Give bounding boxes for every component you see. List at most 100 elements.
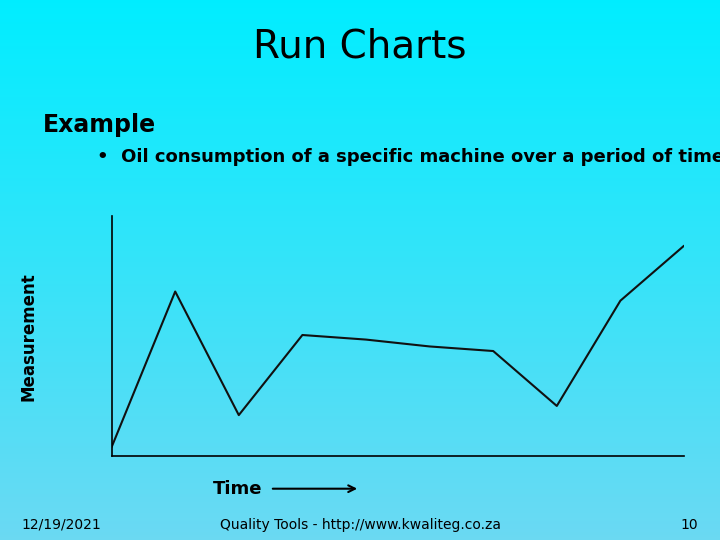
Bar: [0, 319, 720, 321]
Bar: [0, 205, 720, 208]
Bar: [0, 470, 720, 472]
Bar: [0, 292, 720, 294]
Bar: [0, 135, 720, 138]
Bar: [0, 362, 720, 364]
Bar: [0, 68, 720, 70]
Bar: [0, 243, 720, 246]
Bar: [0, 57, 720, 59]
Bar: [0, 202, 720, 205]
Bar: [0, 489, 720, 491]
Bar: [0, 251, 720, 254]
Bar: [0, 86, 720, 89]
Bar: [0, 351, 720, 354]
Bar: [0, 219, 720, 221]
Bar: [0, 221, 720, 224]
Bar: [0, 157, 720, 159]
Bar: [0, 105, 720, 108]
Bar: [0, 5, 720, 8]
Bar: [0, 529, 720, 532]
Bar: [0, 532, 720, 535]
Bar: [0, 494, 720, 497]
Bar: [0, 375, 720, 378]
Bar: [0, 32, 720, 35]
Bar: [0, 459, 720, 462]
Bar: [0, 402, 720, 405]
Bar: [0, 281, 720, 284]
Bar: [0, 294, 720, 297]
Bar: [0, 464, 720, 467]
Bar: [0, 38, 720, 40]
Bar: [0, 165, 720, 167]
Bar: [0, 81, 720, 84]
Bar: [0, 100, 720, 103]
Bar: [0, 140, 720, 143]
Text: Measurement: Measurement: [19, 272, 38, 401]
Bar: [0, 413, 720, 416]
Bar: [0, 230, 720, 232]
Bar: [0, 116, 720, 119]
Bar: [0, 440, 720, 443]
Bar: [0, 483, 720, 486]
Bar: [0, 284, 720, 286]
FancyArrowPatch shape: [273, 485, 355, 492]
Bar: [0, 346, 720, 348]
Bar: [0, 305, 720, 308]
Bar: [0, 122, 720, 124]
Bar: [0, 313, 720, 316]
Bar: [0, 505, 720, 508]
Bar: [0, 500, 720, 502]
Bar: [0, 432, 720, 435]
Bar: [0, 54, 720, 57]
Bar: [0, 394, 720, 397]
Text: Example: Example: [43, 113, 156, 137]
Bar: [0, 143, 720, 146]
Bar: [0, 491, 720, 494]
Bar: [0, 16, 720, 19]
Bar: [0, 297, 720, 300]
Bar: [0, 256, 720, 259]
Bar: [0, 316, 720, 319]
Bar: [0, 259, 720, 262]
Bar: [0, 537, 720, 540]
Bar: [0, 354, 720, 356]
Bar: [0, 446, 720, 448]
Bar: [0, 275, 720, 278]
Bar: [0, 486, 720, 489]
Text: •  Oil consumption of a specific machine over a period of time.: • Oil consumption of a specific machine …: [97, 148, 720, 166]
Bar: [0, 113, 720, 116]
Bar: [0, 8, 720, 11]
Bar: [0, 435, 720, 437]
Bar: [0, 167, 720, 170]
Bar: [0, 378, 720, 381]
Bar: [0, 235, 720, 238]
Bar: [0, 238, 720, 240]
Bar: [0, 451, 720, 454]
Bar: [0, 22, 720, 24]
Bar: [0, 429, 720, 432]
Bar: [0, 329, 720, 332]
Bar: [0, 0, 720, 3]
Bar: [0, 124, 720, 127]
Text: 12/19/2021: 12/19/2021: [22, 518, 102, 532]
Bar: [0, 70, 720, 73]
Bar: [0, 46, 720, 49]
Bar: [0, 40, 720, 43]
Bar: [0, 308, 720, 310]
Bar: [0, 89, 720, 92]
Bar: [0, 535, 720, 537]
Bar: [0, 11, 720, 14]
Bar: [0, 454, 720, 456]
Bar: [0, 332, 720, 335]
Bar: [0, 30, 720, 32]
Bar: [0, 278, 720, 281]
Bar: [0, 62, 720, 65]
Bar: [0, 227, 720, 229]
Bar: [0, 427, 720, 429]
Bar: [0, 324, 720, 327]
Bar: [0, 359, 720, 362]
Bar: [0, 381, 720, 383]
Bar: [0, 475, 720, 478]
Bar: [0, 518, 720, 521]
Bar: [0, 119, 720, 122]
Bar: [0, 213, 720, 216]
